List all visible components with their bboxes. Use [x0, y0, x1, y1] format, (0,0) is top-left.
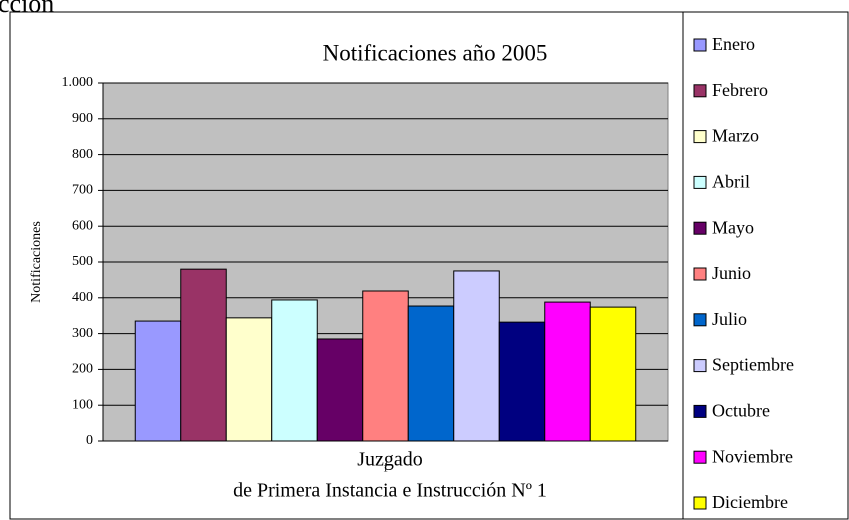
legend-label: Diciembre [712, 492, 788, 512]
y-tick-label: 200 [72, 362, 93, 377]
legend-label: Febrero [712, 80, 768, 100]
legend-swatch [693, 38, 707, 52]
chart-title: Notificaciones año 2005 [323, 40, 548, 65]
x-axis-label: Juzgado [357, 449, 423, 471]
x-tick-label: 1 [383, 463, 388, 474]
legend-label: Enero [712, 34, 755, 54]
bar [180, 268, 227, 442]
bar [453, 270, 500, 442]
legend-label: Abril [712, 172, 750, 192]
bar [498, 321, 546, 442]
bar [362, 290, 409, 442]
bar [316, 338, 364, 442]
y-tick-label: 600 [72, 218, 93, 233]
legend-label: Septiembre [712, 355, 794, 375]
legend-swatch [693, 84, 707, 98]
legend-swatch [693, 359, 707, 373]
legend-swatch [693, 496, 707, 510]
bar [134, 320, 182, 442]
legend-swatch [693, 313, 707, 327]
y-axis-label: Notificaciones [29, 221, 44, 303]
bar [225, 317, 273, 442]
bar [271, 299, 318, 442]
bar [544, 301, 591, 442]
legend-box [682, 11, 849, 520]
y-tick-label: 700 [72, 183, 93, 198]
legend-swatch [693, 175, 707, 189]
legend-label: Octubre [712, 401, 770, 421]
y-tick-label: 1.000 [62, 75, 94, 90]
y-tick-label: 900 [72, 111, 93, 126]
legend-label: Noviembre [712, 446, 793, 466]
y-tick-label: 0 [86, 433, 93, 448]
y-tick-label: 100 [72, 397, 93, 412]
legend-swatch [693, 130, 707, 144]
legend-swatch [693, 404, 707, 418]
legend-swatch [693, 450, 707, 464]
legend-label: Julio [712, 309, 747, 329]
bar [407, 305, 455, 442]
legend-label: Mayo [712, 217, 754, 237]
y-tick-label: 800 [72, 147, 93, 162]
legend-label: Junio [712, 263, 751, 283]
legend-swatch [693, 221, 707, 235]
legend-label: Marzo [712, 126, 759, 146]
legend-swatch [693, 267, 707, 281]
y-tick-label: 500 [72, 254, 93, 269]
bar [589, 306, 637, 442]
y-tick-label: 300 [72, 326, 93, 341]
y-tick-label: 400 [72, 290, 93, 305]
x-axis-label: de Primera Instancia e Instrucción Nº 1 [233, 480, 547, 502]
